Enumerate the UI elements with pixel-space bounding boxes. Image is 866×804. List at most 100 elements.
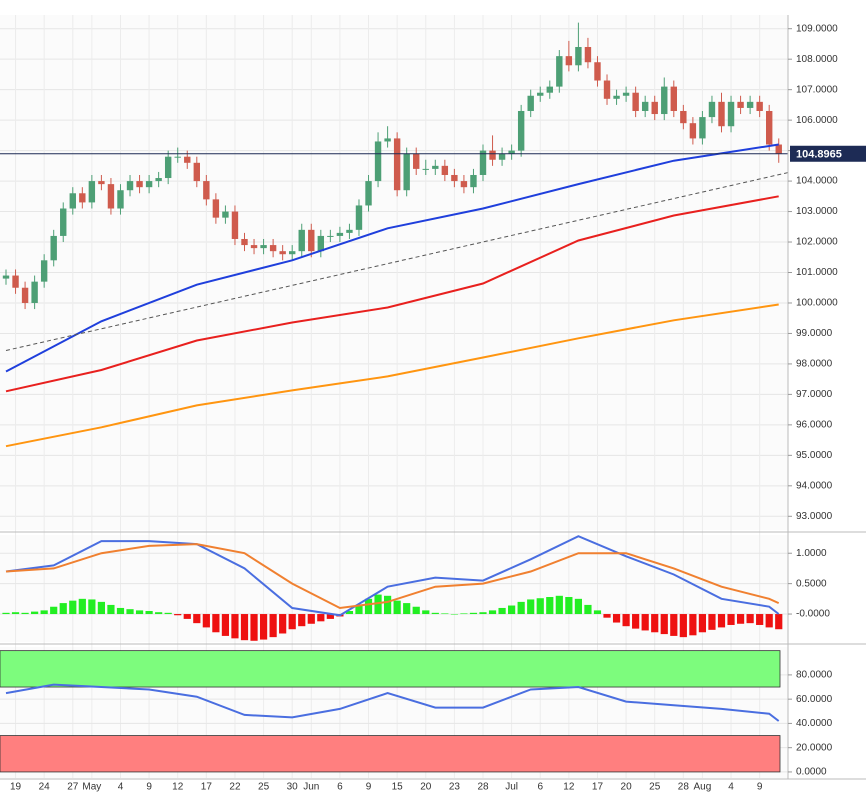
candle-body bbox=[136, 181, 143, 188]
histogram-bar bbox=[565, 597, 573, 615]
histogram-bar bbox=[298, 614, 306, 627]
candle-body bbox=[727, 101, 735, 127]
histogram-bar bbox=[651, 614, 659, 633]
histogram-bar bbox=[279, 614, 287, 634]
histogram-bar bbox=[240, 614, 249, 641]
y-tick-label: 20.0000 bbox=[796, 742, 833, 753]
candle-body bbox=[298, 229, 305, 252]
histogram-bar bbox=[384, 595, 392, 615]
indicator-line bbox=[5, 543, 780, 610]
candle-body bbox=[756, 101, 763, 111]
candle-body bbox=[117, 190, 124, 209]
histogram-bar bbox=[269, 614, 277, 638]
histogram-bar bbox=[508, 605, 516, 615]
rsi-zone bbox=[0, 735, 781, 773]
candle-body bbox=[279, 251, 286, 255]
labels: 93.0000 94.0000 95.0000 96.0000 97.0000 98.00… bbox=[10, 23, 866, 793]
histogram-bar bbox=[21, 612, 29, 615]
y-tick-label: 104.0000 bbox=[796, 176, 838, 187]
histogram-bar bbox=[326, 614, 334, 619]
histogram-bar bbox=[441, 613, 449, 615]
x-tick-label: 12 bbox=[563, 782, 575, 793]
x-tick-label: 25 bbox=[258, 782, 270, 793]
y-tick-label: 94.0000 bbox=[796, 480, 833, 491]
histogram-bar bbox=[698, 614, 707, 633]
histogram-bar bbox=[221, 614, 230, 636]
y-tick-label: 0.0000 bbox=[796, 767, 827, 778]
candle-body bbox=[374, 141, 382, 182]
x-tick-label: 23 bbox=[449, 782, 461, 793]
y-tick-label: 109.0000 bbox=[796, 23, 838, 34]
histogram-bar bbox=[374, 594, 382, 615]
histogram-bar bbox=[250, 614, 258, 641]
histogram-bar bbox=[527, 599, 535, 615]
candle-body bbox=[613, 95, 620, 99]
histogram-bar bbox=[11, 612, 20, 615]
indicator-line bbox=[5, 683, 780, 722]
candle-body bbox=[79, 193, 86, 203]
x-tick-label: 9 bbox=[146, 782, 152, 793]
x-tick-label: Jul bbox=[505, 782, 518, 793]
y-tick-label: 93.0000 bbox=[796, 511, 833, 522]
histogram-bar bbox=[88, 599, 96, 615]
candle-body bbox=[622, 92, 630, 96]
histogram-bar bbox=[546, 597, 554, 615]
x-tick-label: 9 bbox=[366, 782, 372, 793]
indicator-line bbox=[5, 195, 779, 393]
candle-body bbox=[670, 86, 677, 111]
indicator-line bbox=[5, 535, 780, 617]
candle-body bbox=[584, 46, 592, 63]
candle-body bbox=[40, 260, 48, 282]
histogram-bar bbox=[78, 598, 86, 615]
candle-body bbox=[88, 181, 96, 203]
candle-body bbox=[641, 101, 649, 111]
histogram-bar bbox=[746, 614, 754, 624]
histogram-bar bbox=[641, 614, 649, 631]
candle-body bbox=[403, 153, 410, 191]
histogram-bar bbox=[736, 614, 745, 624]
candle-body bbox=[632, 92, 639, 111]
histogram-bar bbox=[403, 603, 411, 615]
candle-body bbox=[517, 110, 525, 151]
histogram-bar bbox=[603, 614, 611, 618]
x-tick-label: 19 bbox=[10, 782, 22, 793]
candle-body bbox=[575, 46, 582, 66]
x-tick-label: 4 bbox=[728, 782, 734, 793]
candle-body bbox=[12, 275, 19, 288]
x-tick-label: Aug bbox=[694, 782, 712, 793]
y-tick-label: 80.0000 bbox=[796, 670, 833, 681]
candle-body bbox=[460, 181, 468, 188]
candle-body bbox=[164, 156, 172, 179]
candle-body bbox=[775, 144, 782, 154]
marks bbox=[0, 22, 789, 773]
histogram-bar bbox=[717, 614, 726, 628]
candle-body bbox=[212, 199, 220, 218]
y-tick-label: 96.0000 bbox=[796, 420, 833, 431]
histogram-bar bbox=[135, 610, 144, 615]
histogram-bar bbox=[679, 614, 687, 638]
y-tick-label: 1.0000 bbox=[796, 548, 827, 559]
rsi-zone bbox=[0, 650, 781, 688]
x-tick-label: 9 bbox=[757, 782, 763, 793]
candle-body bbox=[479, 150, 487, 175]
x-tick-label: 27 bbox=[67, 782, 79, 793]
indicator-line bbox=[5, 172, 789, 351]
candle-body bbox=[2, 275, 10, 279]
y-tick-label: 103.0000 bbox=[796, 206, 838, 217]
candle-body bbox=[21, 287, 29, 303]
histogram-bar bbox=[756, 614, 764, 625]
candle-body bbox=[680, 110, 687, 124]
x-tick-label: 4 bbox=[118, 782, 124, 793]
histogram-bar bbox=[364, 598, 373, 615]
y-tick-label: 98.0000 bbox=[796, 359, 833, 370]
candle-body bbox=[603, 80, 611, 99]
histogram-bar bbox=[259, 614, 268, 640]
candle-body bbox=[699, 117, 706, 139]
candle-body bbox=[269, 245, 277, 252]
histogram-bar bbox=[450, 614, 458, 615]
histogram-bar bbox=[107, 604, 115, 615]
y-tick-label: 60.0000 bbox=[796, 694, 833, 705]
candle-body bbox=[689, 123, 697, 139]
histogram-bar bbox=[288, 614, 296, 630]
histogram-bar bbox=[193, 614, 201, 624]
